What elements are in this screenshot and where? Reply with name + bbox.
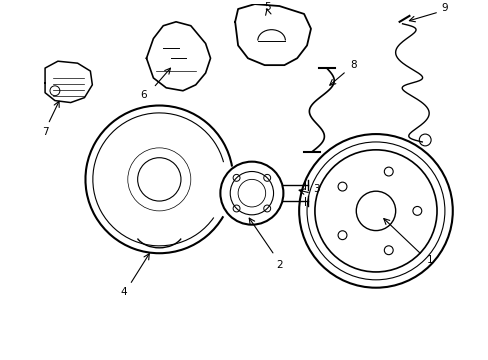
Text: 2: 2 — [276, 260, 282, 270]
Text: 7: 7 — [41, 127, 48, 137]
Text: 4: 4 — [121, 287, 127, 297]
Text: 8: 8 — [349, 60, 356, 70]
Text: 6: 6 — [140, 90, 146, 100]
Text: 3: 3 — [313, 184, 320, 194]
Text: 5: 5 — [264, 2, 270, 12]
Text: 1: 1 — [426, 255, 432, 265]
Text: 9: 9 — [441, 3, 447, 13]
